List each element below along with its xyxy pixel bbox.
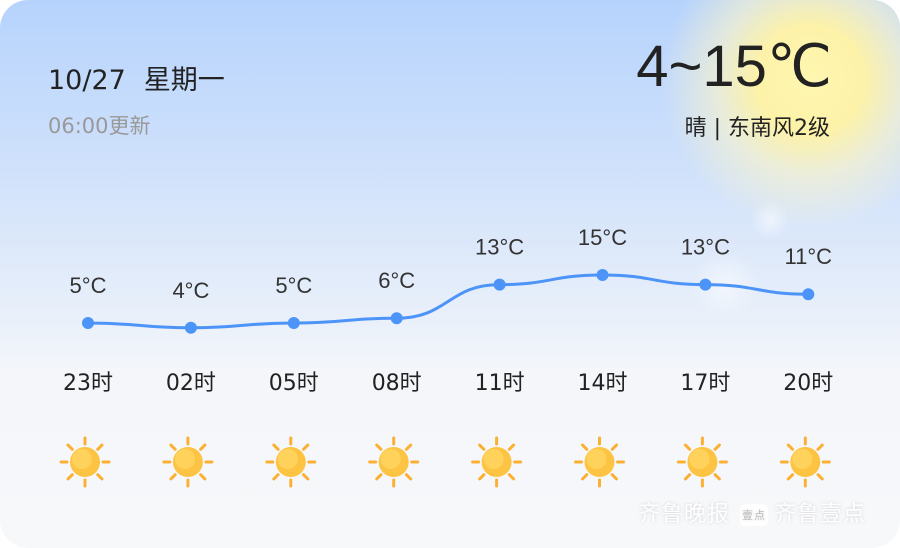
condition: 晴 | 东南风2级 xyxy=(684,116,830,141)
update-time: 06:00更新 xyxy=(48,114,151,138)
weekday: 星期一 xyxy=(143,65,225,96)
watermark-brand1: 齐鲁晚报 xyxy=(638,502,731,527)
sunny-icon xyxy=(471,436,523,488)
temp-label: 5°C xyxy=(70,273,107,298)
sunny-icon xyxy=(368,436,420,488)
sunny-icon xyxy=(59,436,111,488)
temp-label: 13°C xyxy=(475,235,524,260)
sunny-icon xyxy=(676,436,728,488)
sunny-icon xyxy=(779,436,831,488)
temp-range: 4~15℃ xyxy=(636,34,832,99)
temp-point xyxy=(184,321,197,334)
watermark-badge: 壹点 xyxy=(740,504,769,526)
watermark: 齐鲁晚报 壹点 齐鲁壹点 xyxy=(638,496,876,528)
temp-label: 15°C xyxy=(578,225,627,250)
hour-label: 17时 xyxy=(680,371,730,396)
temp-label: 13°C xyxy=(681,235,730,260)
temp-point xyxy=(390,312,403,325)
date-text: 10/27 xyxy=(48,65,126,96)
temp-point xyxy=(493,278,506,291)
sunny-icon xyxy=(574,436,625,488)
temp-point xyxy=(287,317,300,329)
temp-point xyxy=(596,269,609,281)
temp-label: 5°C xyxy=(275,273,312,298)
sunny-icon xyxy=(265,436,317,488)
temp-point xyxy=(699,278,712,291)
temp-label: 11°C xyxy=(785,244,833,269)
hour-label: 11时 xyxy=(475,371,525,396)
hour-label: 20时 xyxy=(783,371,833,396)
temp-point xyxy=(82,317,94,329)
temp-label: 4°C xyxy=(172,278,209,303)
hour-label: 23时 xyxy=(63,371,113,396)
watermark-brand2: 齐鲁壹点 xyxy=(774,502,867,527)
date: 10/27 星期一 xyxy=(48,58,225,97)
temp-point xyxy=(802,288,815,301)
hour-label: 08时 xyxy=(372,371,422,396)
temp-label: 6°C xyxy=(378,268,415,293)
sunny-icon xyxy=(162,436,214,488)
hour-label: 05时 xyxy=(269,371,319,396)
decor-bubble xyxy=(750,200,790,240)
hour-label: 14时 xyxy=(578,371,628,396)
temp-line xyxy=(87,273,809,330)
hour-label: 02时 xyxy=(166,371,216,396)
